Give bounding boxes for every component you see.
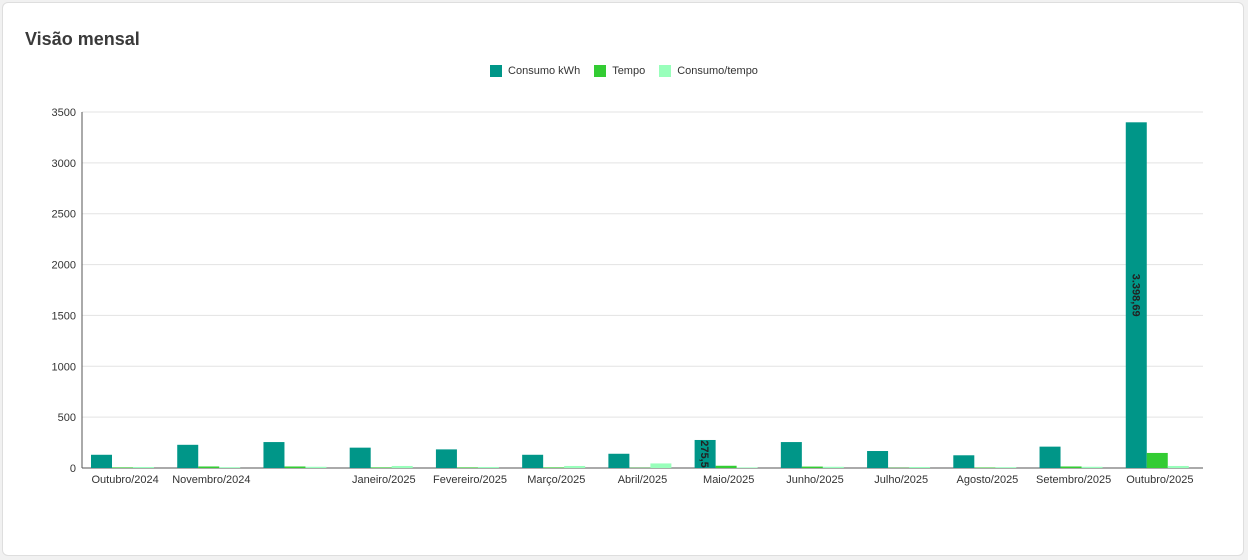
- bar-consumo-tempo-8[interactable]: [822, 466, 844, 468]
- x-tick-label: Outubro/2025: [1126, 474, 1193, 486]
- bar-consumo-kwh-12[interactable]: [1125, 122, 1147, 468]
- bar-tempo-12[interactable]: [1146, 452, 1168, 468]
- legend-swatch: [490, 65, 503, 77]
- bar-consumo-kwh-7[interactable]: [694, 439, 716, 468]
- bar-consumo-tempo-5[interactable]: [564, 465, 586, 468]
- bar-tempo-7[interactable]: [715, 465, 737, 468]
- x-tick-label: Abril/2025: [618, 474, 668, 486]
- bar-consumo-tempo-6[interactable]: [650, 463, 672, 468]
- bar-consumo-tempo-4[interactable]: [477, 466, 499, 468]
- bar-consumo-tempo-7[interactable]: [736, 467, 758, 468]
- x-tick-label: Novembro/2024: [172, 474, 250, 486]
- bar-tempo-4[interactable]: [456, 467, 478, 468]
- legend-item-0[interactable]: Consumo kWh: [490, 65, 580, 77]
- bar-tempo-5[interactable]: [543, 467, 565, 468]
- y-tick-label: 3000: [52, 158, 76, 170]
- bar-consumo-tempo-12[interactable]: [1167, 465, 1189, 468]
- bar-data-label: 275,5: [698, 440, 710, 468]
- x-tick-label: Maio/2025: [703, 474, 754, 486]
- legend-swatch: [594, 65, 607, 77]
- bar-consumo-tempo-0[interactable]: [133, 466, 154, 468]
- legend-label: Tempo: [612, 65, 646, 77]
- legend-item-2[interactable]: Consumo/tempo: [659, 65, 758, 77]
- x-tick-label: Agosto/2025: [957, 474, 1019, 486]
- bar-tempo-8[interactable]: [801, 466, 823, 468]
- y-tick-label: 2500: [52, 209, 76, 221]
- bar-consumo-kwh-11[interactable]: [1039, 446, 1061, 468]
- y-tick-label: 1500: [52, 310, 76, 322]
- bar-consumo-kwh-5[interactable]: [522, 454, 544, 468]
- bar-consumo-kwh-2[interactable]: [263, 442, 285, 468]
- y-tick-label: 1000: [52, 361, 76, 373]
- bar-consumo-tempo-3[interactable]: [391, 465, 413, 468]
- bar-consumo-kwh-0[interactable]: [91, 454, 112, 468]
- bar-tempo-10[interactable]: [974, 467, 996, 468]
- bar-tempo-1[interactable]: [198, 466, 220, 468]
- legend-label: Consumo kWh: [508, 65, 581, 77]
- x-tick-label: Março/2025: [527, 474, 585, 486]
- legend-label: Consumo/tempo: [677, 65, 758, 77]
- bar-consumo-kwh-10[interactable]: [953, 455, 975, 468]
- bar-consumo-kwh-1[interactable]: [177, 444, 199, 468]
- bar-consumo-kwh-3[interactable]: [349, 447, 371, 468]
- y-tick-label: 500: [58, 412, 76, 424]
- x-tick-label: Julho/2025: [874, 474, 928, 486]
- bar-consumo-tempo-11[interactable]: [1081, 466, 1103, 468]
- legend-item-1[interactable]: Tempo: [594, 65, 645, 77]
- bar-consumo-kwh-6[interactable]: [608, 453, 630, 468]
- x-tick-label: Setembro/2025: [1036, 474, 1111, 486]
- bar-consumo-kwh-4[interactable]: [435, 449, 457, 468]
- x-tick-label: Outubro/2024: [91, 474, 158, 486]
- bar-data-label: 3.398,69: [1129, 274, 1141, 317]
- y-tick-label: 0: [70, 463, 76, 475]
- y-tick-label: 3500: [52, 107, 76, 119]
- bar-tempo-2[interactable]: [284, 466, 306, 468]
- bar-consumo-tempo-2[interactable]: [305, 466, 327, 468]
- bar-tempo-3[interactable]: [370, 467, 392, 468]
- bar-consumo-kwh-8[interactable]: [780, 442, 802, 468]
- x-tick-label: Junho/2025: [786, 474, 844, 486]
- x-tick-label: Fevereiro/2025: [433, 474, 507, 486]
- bar-tempo-0[interactable]: [112, 467, 133, 468]
- bar-consumo-tempo-1[interactable]: [219, 467, 241, 468]
- legend-swatch: [659, 65, 672, 77]
- chart-legend: Consumo kWh Tempo Consumo/tempo: [3, 65, 1245, 77]
- bar-consumo-tempo-10[interactable]: [995, 467, 1017, 468]
- card-title: Visão mensal: [25, 29, 140, 49]
- x-tick-label: Janeiro/2025: [352, 474, 416, 486]
- bar-consumo-tempo-9[interactable]: [909, 466, 931, 468]
- bar-consumo-kwh-9[interactable]: [867, 451, 889, 468]
- bar-tempo-11[interactable]: [1060, 466, 1082, 468]
- y-tick-label: 2000: [52, 260, 76, 272]
